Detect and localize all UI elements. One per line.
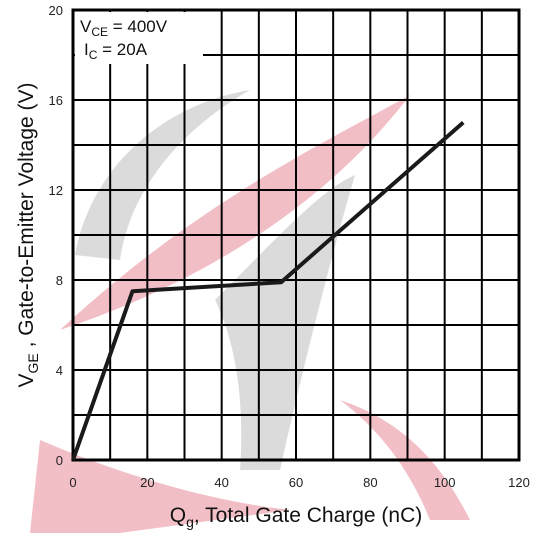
- watermark-gray-arc: [75, 90, 250, 260]
- watermark-logo: [30, 90, 470, 533]
- annotation-vce-sub: CE: [91, 25, 108, 39]
- y-axis-title: VGE , Gate-to-Emitter Voltage (V): [15, 82, 41, 387]
- x-tick-label: 100: [434, 475, 456, 490]
- x-tick-label: 0: [69, 475, 76, 490]
- x-axis-title-rest: , Total Gate Charge (nC): [194, 504, 422, 527]
- y-tick-label: 4: [56, 363, 63, 378]
- watermark-red-lower: [30, 440, 290, 533]
- annotation-vce: VCE = 400V: [80, 17, 168, 39]
- series-layer: [71, 120, 465, 461]
- x-tick-labels: 0 20 40 60 80 100 120: [69, 475, 529, 490]
- series-line: [71, 120, 465, 461]
- x-axis-title-sub: g: [186, 514, 194, 530]
- y-tick-label: 8: [56, 273, 63, 288]
- grid-lines: [73, 10, 519, 460]
- plot-frame: [71, 8, 521, 462]
- annotation-vce-rest: = 400V: [108, 17, 168, 36]
- annotation-ic-rest: = 20A: [97, 40, 147, 59]
- y-axis-title-sub: GE: [25, 353, 41, 373]
- x-tick-label: 20: [140, 475, 154, 490]
- annotation-ic-main: I: [84, 40, 89, 59]
- x-axis-title-main: Q: [170, 504, 186, 527]
- y-tick-label: 12: [49, 183, 63, 198]
- x-axis-title: Qg, Total Gate Charge (nC): [170, 504, 423, 530]
- annotation-ic-sub: C: [89, 48, 98, 62]
- y-axis-title-main: V: [15, 373, 38, 387]
- y-tick-labels: 0 4 8 12 16 20: [49, 3, 63, 468]
- x-tick-label: 80: [363, 475, 377, 490]
- annotation-box: [75, 12, 203, 64]
- y-tick-label: 16: [49, 93, 63, 108]
- annotation-ic: IC = 20A: [84, 40, 148, 62]
- annotation-vce-main: V: [80, 17, 92, 36]
- x-tick-label: 60: [289, 475, 303, 490]
- y-axis-title-rest: , Gate-to-Emitter Voltage (V): [15, 82, 38, 353]
- x-tick-label: 40: [214, 475, 228, 490]
- y-tick-label: 20: [49, 3, 63, 18]
- x-tick-label: 120: [508, 475, 530, 490]
- y-tick-label: 0: [56, 453, 63, 468]
